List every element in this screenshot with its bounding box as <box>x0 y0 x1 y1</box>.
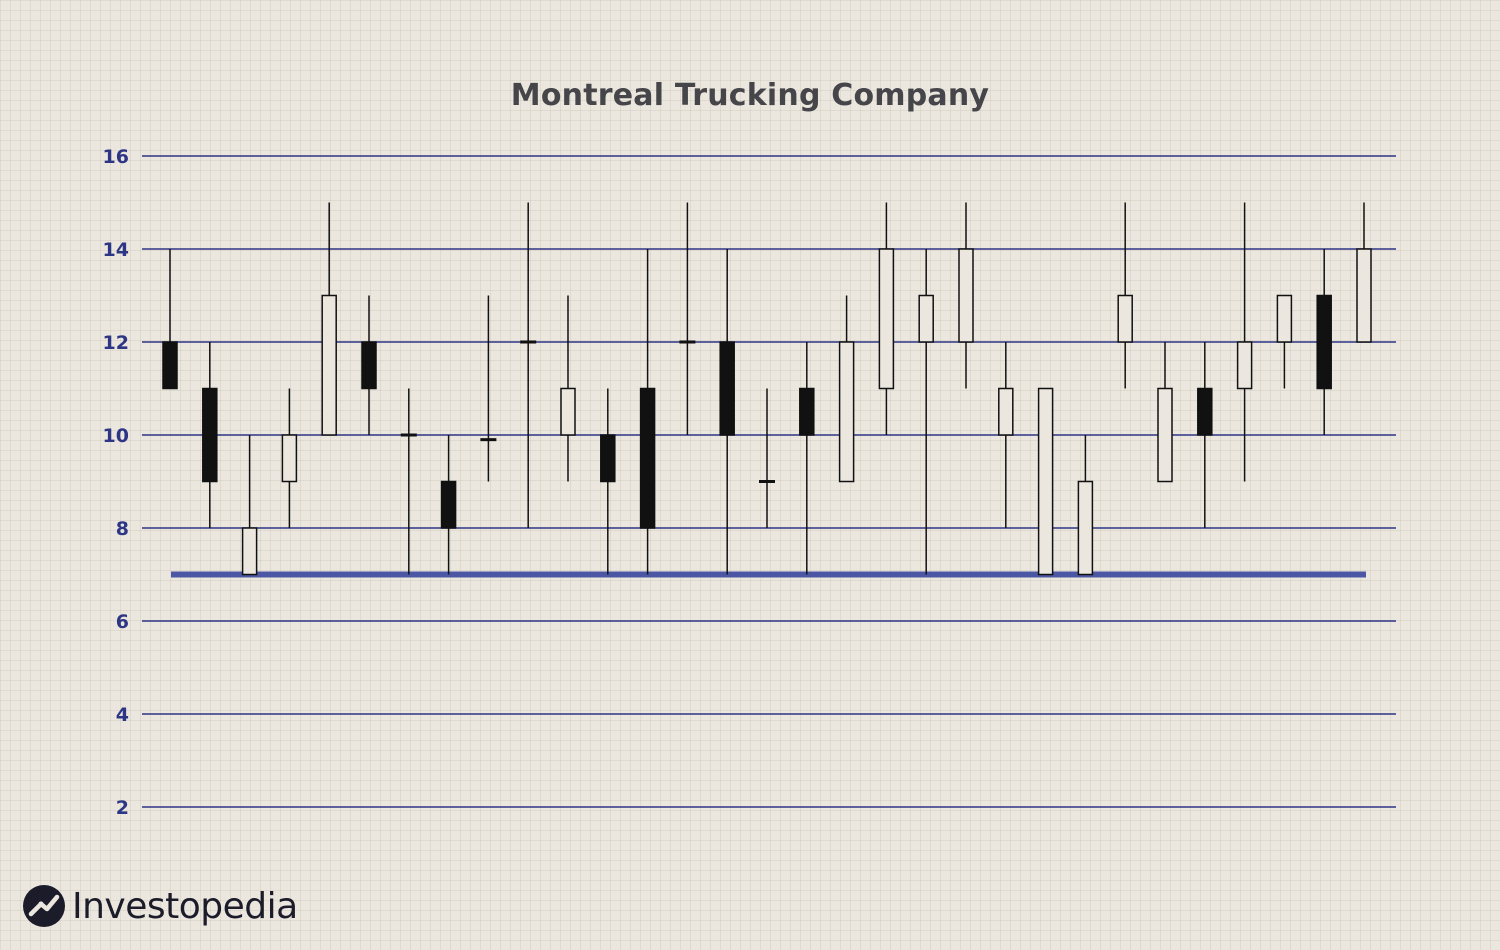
gridlines <box>142 155 1396 808</box>
candle <box>1157 342 1173 483</box>
candle-body <box>600 434 616 483</box>
candle-body <box>719 341 735 436</box>
y-tick-label: 6 <box>116 611 129 633</box>
candle <box>1037 387 1054 576</box>
candle-body <box>400 433 417 437</box>
candle-body <box>241 527 258 576</box>
candle-body <box>1276 294 1293 343</box>
candle-body <box>1236 341 1253 390</box>
candle-body <box>361 341 377 390</box>
candle <box>759 388 775 528</box>
candle-body <box>1316 294 1332 390</box>
candle <box>321 202 337 436</box>
candle-body <box>440 480 457 529</box>
y-tick-label: 14 <box>103 239 129 261</box>
candle-body <box>162 341 178 390</box>
candle <box>400 388 417 575</box>
candle-body <box>759 480 775 483</box>
candle <box>1077 435 1094 576</box>
candle <box>1316 249 1332 435</box>
candle <box>958 202 974 389</box>
candle-body <box>918 294 934 343</box>
candle <box>799 342 815 575</box>
candle <box>719 249 735 575</box>
candle-body <box>1157 387 1173 483</box>
candle <box>679 202 696 435</box>
y-tick-label: 12 <box>103 332 129 354</box>
candle <box>202 342 218 528</box>
candle <box>918 249 934 575</box>
candle-body <box>1037 387 1054 576</box>
chart-title: Montreal Trucking Company <box>510 78 990 113</box>
candle <box>878 202 895 435</box>
candle <box>1197 342 1213 528</box>
candle <box>520 202 537 528</box>
candle <box>838 295 855 483</box>
candle-body <box>480 438 497 442</box>
candle <box>162 249 178 390</box>
candle <box>1117 202 1133 389</box>
y-tick-label: 10 <box>103 425 129 447</box>
candle-body <box>799 387 815 436</box>
candle <box>639 249 656 575</box>
candle <box>281 388 298 528</box>
candle <box>998 342 1014 528</box>
brand-name: Investopedia <box>72 885 298 927</box>
y-tick-label: 8 <box>116 518 129 540</box>
candle <box>600 388 616 575</box>
candle-body <box>878 248 895 390</box>
brand: Investopedia <box>22 884 298 928</box>
candle <box>1356 202 1372 343</box>
candle-body <box>520 340 537 344</box>
candle-body <box>998 387 1014 436</box>
candle-body <box>1117 294 1133 343</box>
candle-body <box>639 387 656 529</box>
candle <box>480 295 497 482</box>
candle-body <box>560 387 576 436</box>
candle-body <box>1077 480 1094 576</box>
candle-body <box>1356 248 1372 343</box>
candle <box>241 435 258 576</box>
candle-body <box>958 248 974 343</box>
candle-body <box>281 434 298 483</box>
y-tick-label: 16 <box>103 146 129 168</box>
candle <box>361 295 377 435</box>
candle-body <box>321 294 337 436</box>
candle-body <box>1197 387 1213 436</box>
candle-body <box>838 341 855 483</box>
y-tick-label: 2 <box>116 797 129 819</box>
candle-body <box>202 387 218 483</box>
candle <box>1236 202 1253 482</box>
candle <box>440 435 457 575</box>
y-axis-ticks: 2 4 6 8 10 12 14 16 <box>103 146 129 819</box>
candle <box>560 295 576 482</box>
candle <box>1276 294 1293 389</box>
candle-body <box>679 340 696 344</box>
y-tick-label: 4 <box>116 704 129 726</box>
investopedia-logo-icon <box>23 885 65 927</box>
candles <box>162 202 1372 576</box>
